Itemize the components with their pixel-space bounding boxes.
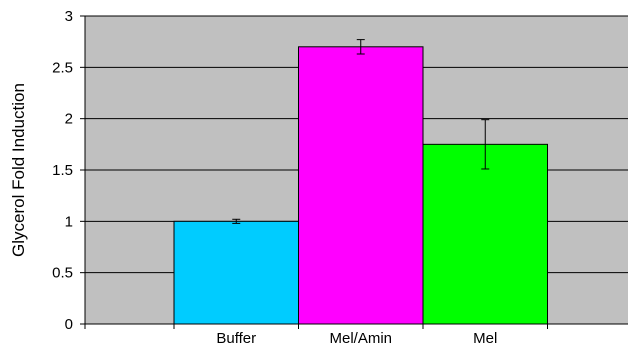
bar	[422, 143, 548, 325]
y-tick-label: 0.5	[52, 265, 73, 282]
x-tick-label: Buffer	[216, 330, 256, 347]
y-axis-ticks: 0 0.5 1 1.5 2 2.5 3	[52, 8, 85, 333]
bars	[173, 46, 548, 325]
y-axis-label: Glycerol Fold Induction	[9, 83, 28, 257]
error-bars	[232, 39, 490, 224]
bar	[298, 46, 424, 325]
y-tick-label: 1.5	[52, 162, 73, 179]
x-tick-label: Mel/Amin	[329, 330, 392, 347]
x-axis-ticks: Buffer Mel/Amin Mel	[84, 324, 548, 347]
y-tick-label: 1	[65, 213, 73, 230]
y-tick-label: 3	[65, 8, 73, 25]
y-tick-label: 2	[65, 111, 73, 128]
bar	[173, 220, 299, 325]
y-tick-label: 2.5	[52, 59, 73, 76]
x-tick-label: Mel	[473, 330, 497, 347]
y-tick-label: 0	[65, 316, 73, 333]
